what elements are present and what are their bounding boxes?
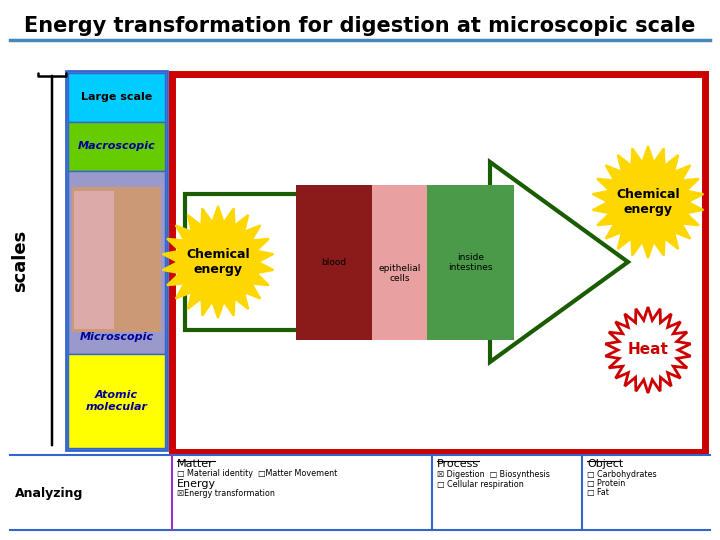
Text: Large scale: Large scale: [81, 92, 152, 103]
Text: Macroscopic: Macroscopic: [78, 141, 156, 151]
Text: Matter: Matter: [177, 459, 214, 469]
Text: epithelial
cells: epithelial cells: [379, 264, 420, 283]
Text: □ Material identity  □Matter Movement: □ Material identity □Matter Movement: [177, 469, 337, 478]
Text: blood: blood: [322, 258, 347, 267]
Bar: [427, 185, 514, 340]
Text: □ Fat: □ Fat: [587, 488, 609, 497]
Bar: [68, 73, 165, 122]
Bar: [74, 191, 114, 329]
Text: Object: Object: [587, 459, 624, 469]
Text: Analyzing: Analyzing: [15, 487, 84, 500]
Bar: [66, 71, 167, 450]
Polygon shape: [163, 206, 274, 318]
Bar: [372, 185, 427, 340]
Text: ☒ Digestion  □ Biosynthesis: ☒ Digestion □ Biosynthesis: [437, 470, 550, 479]
Polygon shape: [593, 146, 703, 258]
Text: Energy transformation for digestion at microscopic scale: Energy transformation for digestion at m…: [24, 16, 696, 36]
Text: scales: scales: [11, 230, 29, 292]
Bar: [68, 122, 165, 171]
Text: Chemical
energy: Chemical energy: [616, 188, 680, 216]
Text: □ Protein: □ Protein: [587, 479, 625, 488]
Polygon shape: [185, 162, 628, 362]
Bar: [72, 186, 161, 332]
Polygon shape: [606, 307, 690, 393]
Text: □ Cellular respiration: □ Cellular respiration: [437, 480, 523, 489]
Text: Atomic
molecular: Atomic molecular: [86, 390, 148, 412]
Bar: [296, 185, 372, 340]
Bar: [68, 354, 165, 448]
Text: Heat: Heat: [628, 342, 668, 357]
Text: Microscopic: Microscopic: [79, 332, 153, 342]
FancyBboxPatch shape: [172, 74, 705, 452]
Text: ☒Energy transformation: ☒Energy transformation: [177, 489, 275, 498]
Text: Energy: Energy: [177, 479, 216, 489]
Text: inside
intestines: inside intestines: [448, 253, 492, 272]
Bar: [68, 171, 165, 354]
Text: Process: Process: [437, 459, 479, 469]
Text: □ Carbohydrates: □ Carbohydrates: [587, 470, 657, 479]
Text: Chemical
energy: Chemical energy: [186, 248, 250, 276]
